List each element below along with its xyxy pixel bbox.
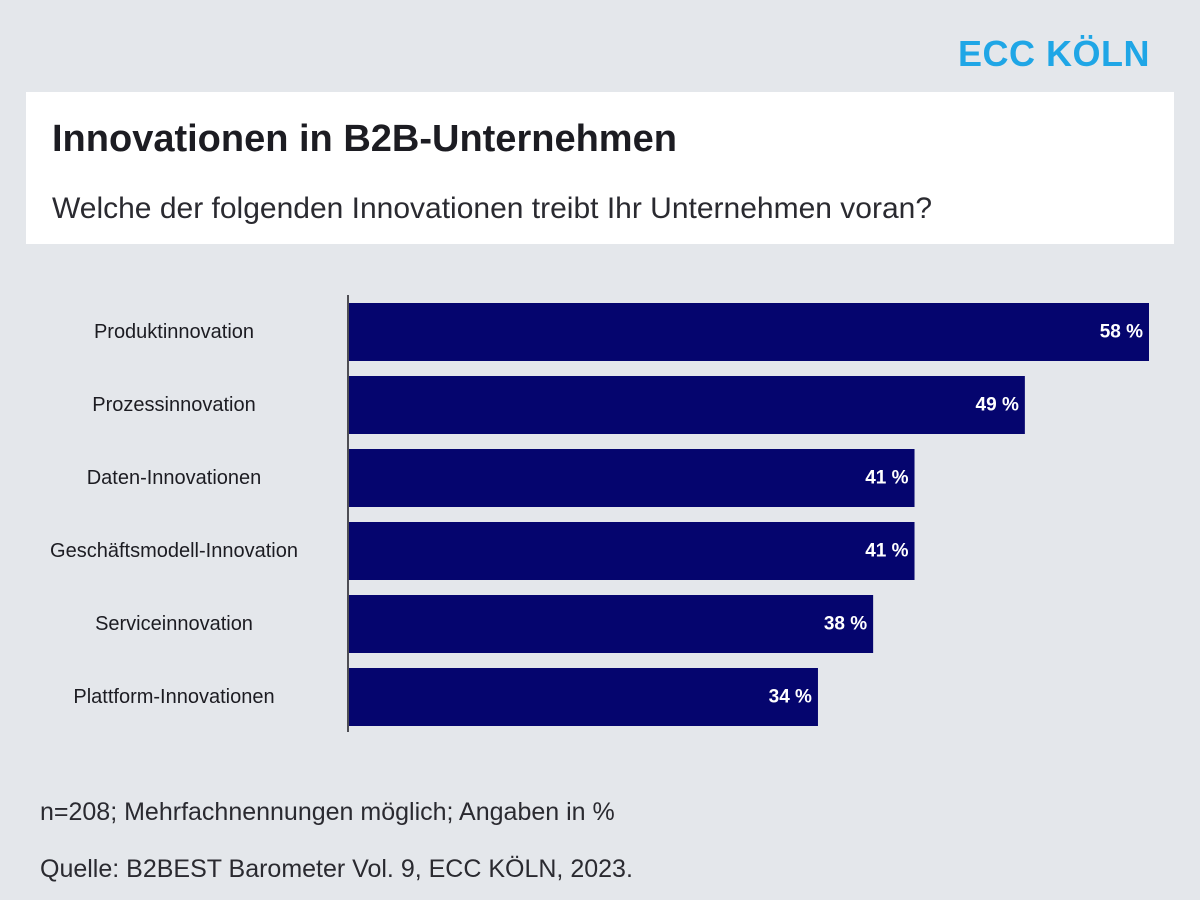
bar xyxy=(349,668,818,726)
value-label: 34 % xyxy=(769,687,812,708)
category-label: Plattform-Innovationen xyxy=(73,686,274,708)
header-panel: Innovationen in B2B-Unternehmen Welche d… xyxy=(26,92,1174,244)
bar-chart: Produktinnovation 58 % Prozessinnovation 49… xyxy=(50,295,1149,732)
source-note: Quelle: B2BEST Barometer Vol. 9, ECC KÖL… xyxy=(40,855,633,883)
category-label: Prozessinnovation xyxy=(92,394,255,416)
category-label: Serviceinnovation xyxy=(95,613,253,635)
value-label: 49 % xyxy=(976,395,1019,416)
value-label: 41 % xyxy=(865,468,908,489)
category-label: Geschäftsmodell-Innovation xyxy=(50,540,298,562)
bar xyxy=(349,595,874,653)
footnote: n=208; Mehrfachnennungen möglich; Angabe… xyxy=(40,798,615,826)
category-label: Daten-Innovationen xyxy=(87,467,262,489)
bar xyxy=(349,449,915,507)
bar xyxy=(349,522,915,580)
value-label: 38 % xyxy=(824,614,867,635)
bar xyxy=(349,303,1149,361)
chart-subtitle: Welche der folgenden Innovationen treibt… xyxy=(52,192,933,225)
category-label: Produktinnovation xyxy=(94,321,254,343)
chart-title: Innovationen in B2B-Unternehmen xyxy=(52,118,677,160)
value-label: 58 % xyxy=(1100,322,1143,343)
value-label: 41 % xyxy=(865,541,908,562)
brand-logo: ECC KÖLN xyxy=(958,33,1150,74)
bar xyxy=(349,376,1025,434)
